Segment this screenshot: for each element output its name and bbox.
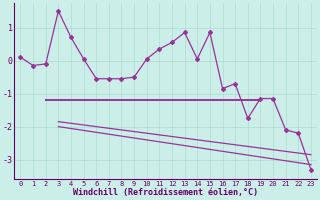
X-axis label: Windchill (Refroidissement éolien,°C): Windchill (Refroidissement éolien,°C) <box>73 188 258 197</box>
